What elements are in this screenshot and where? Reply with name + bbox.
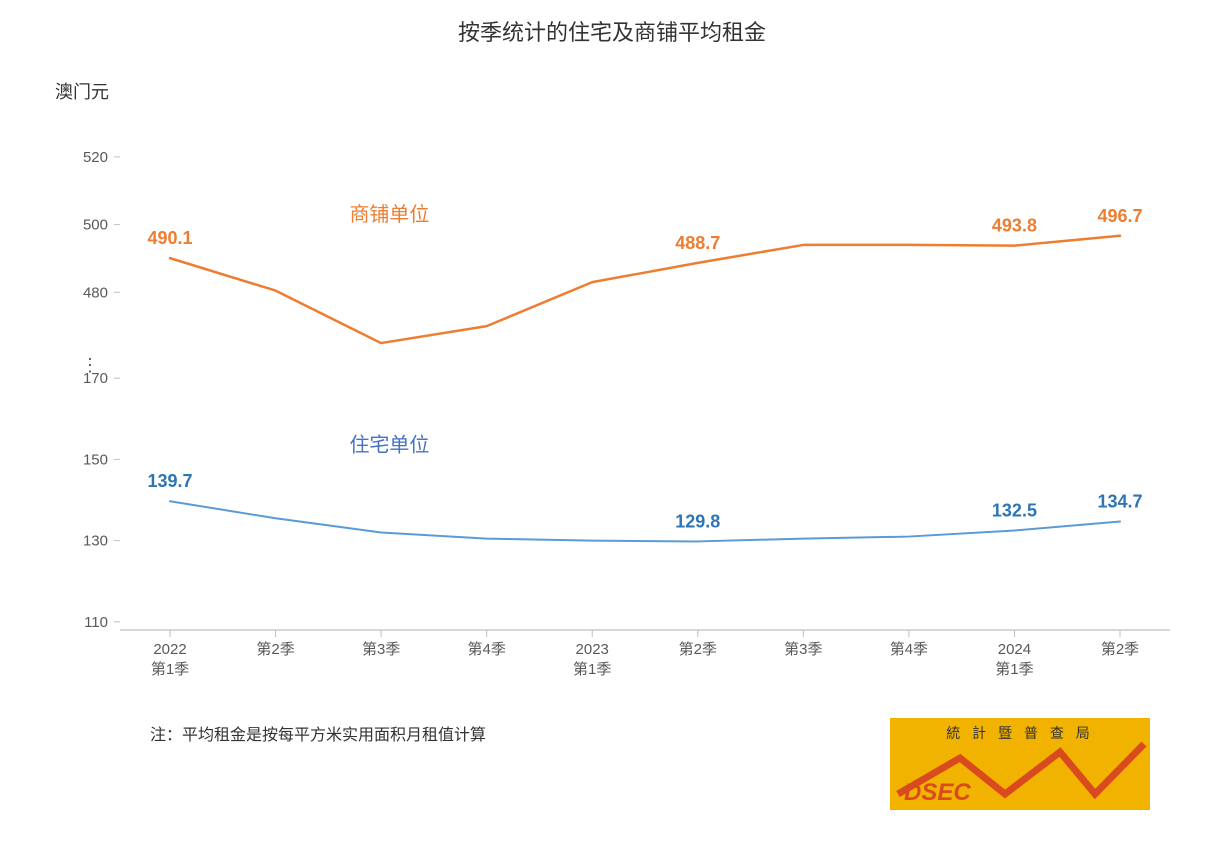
x-tick-label: 第2季 xyxy=(256,640,294,658)
y-axis-label: 澳门元 xyxy=(55,82,109,102)
x-tick-label: 第1季 xyxy=(151,660,189,678)
logo-top-text: 統 計 暨 普 查 局 xyxy=(946,725,1093,741)
data-label-commercial: 496.7 xyxy=(1097,206,1142,226)
data-label-commercial: 488.7 xyxy=(675,233,720,253)
chart-title: 按季统计的住宅及商铺平均租金 xyxy=(458,20,766,45)
x-tick-label: 2022 xyxy=(153,641,186,658)
x-tick-label: 第1季 xyxy=(995,660,1033,678)
y-tick-upper: 480 xyxy=(83,284,108,301)
x-tick-label: 第3季 xyxy=(362,640,400,658)
y-tick-upper: 500 xyxy=(83,217,108,234)
logo-dsec-text: DSEC xyxy=(904,779,971,806)
x-tick-label: 第4季 xyxy=(890,640,928,658)
data-label-residential: 139.7 xyxy=(147,471,192,491)
x-tick-label: 2023 xyxy=(576,641,609,658)
series-label-commercial: 商铺单位 xyxy=(349,203,429,226)
x-tick-label: 第3季 xyxy=(784,640,822,658)
data-label-commercial: 490.1 xyxy=(147,228,192,248)
x-tick-label: 第1季 xyxy=(573,660,611,678)
y-tick-upper: 520 xyxy=(83,149,108,166)
dsec-logo: 統 計 暨 普 查 局 DSEC xyxy=(890,718,1150,810)
axis-break-icon: ⋮ xyxy=(81,355,99,375)
y-tick-lower: 150 xyxy=(83,451,108,468)
data-label-residential: 129.8 xyxy=(675,511,720,531)
footnote: 注：平均租金是按每平方米实用面积月租值计算 xyxy=(150,725,486,744)
chart-container: 按季统计的住宅及商铺平均租金澳门元480500520110130150170⋮2… xyxy=(0,0,1224,852)
x-tick-label: 2024 xyxy=(998,641,1031,658)
x-tick-label: 第2季 xyxy=(1101,640,1139,658)
data-label-residential: 134.7 xyxy=(1097,492,1142,512)
series-label-residential: 住宅单位 xyxy=(349,433,429,456)
data-label-residential: 132.5 xyxy=(992,500,1037,520)
y-tick-lower: 130 xyxy=(83,533,108,550)
data-label-commercial: 493.8 xyxy=(992,216,1037,236)
x-tick-label: 第4季 xyxy=(467,640,505,658)
x-tick-label: 第2季 xyxy=(679,640,717,658)
y-tick-lower: 110 xyxy=(84,614,108,631)
